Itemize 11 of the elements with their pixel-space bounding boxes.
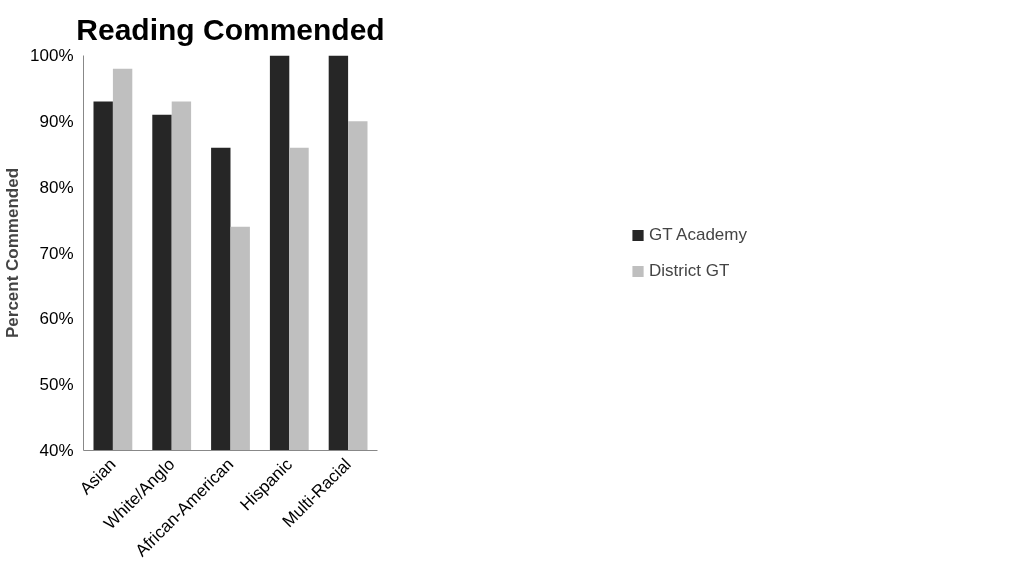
y-tick-label: 90%: [39, 111, 74, 131]
y-tick-label: 100%: [30, 46, 74, 65]
y-tick-label: 70%: [39, 243, 74, 263]
y-tick-label: 80%: [39, 177, 74, 197]
legend-label: GT Academy: [649, 224, 747, 245]
legend-label: District GT: [649, 260, 730, 281]
y-tick-label: 50%: [39, 375, 74, 395]
chart-title: Reading Commended: [76, 12, 385, 46]
y-axis-title: Percent Commended: [3, 167, 23, 339]
y-tick-label: 40%: [39, 441, 74, 460]
y-tick-label: 60%: [39, 309, 74, 329]
